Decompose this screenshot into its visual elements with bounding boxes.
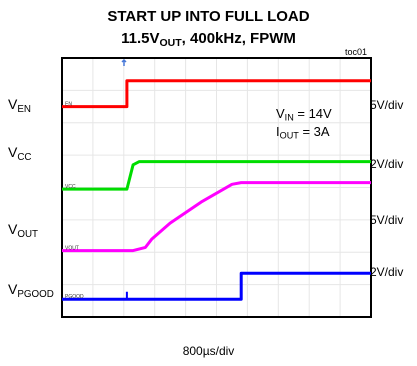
chart-title-line1: START UP INTO FULL LOAD [107,8,310,25]
scale-vout: 5V/div [370,213,404,227]
time-axis-label: 800µs/div [182,344,235,358]
iout-main: I [276,124,280,139]
title-rest: , 400kHz, FPWM [181,30,296,47]
ven-main: V [8,96,18,112]
vpgood-sub: PGOOD [17,288,54,300]
title-vout-value: 11.5V [121,30,160,47]
trace-marker-ven: EN [65,102,72,108]
trace-vout [62,181,371,253]
scale-ven: 5V/div [370,98,404,112]
trigger-icon [121,58,127,66]
trace-marker-vcc: VCC [65,184,76,190]
scope-grid [62,58,371,317]
chart-title-line2: 11.5VOUT, 400kHz, FPWM [0,30,417,49]
vcc-sub: CC [17,151,32,163]
title-vout-sub: OUT [159,37,182,50]
channel-label-ven: VEN [8,96,31,115]
vin-main: V [276,106,285,121]
channel-label-vout: VOUT [8,221,38,240]
trace-ven [62,79,371,109]
vpgood-main: V [8,281,18,297]
vin-rest: = 14V [293,106,332,121]
vout-sub: OUT [17,228,39,240]
channel-label-vcc: VCC [8,144,32,163]
figure-reference: toc01 [345,47,368,57]
trace-marker-vpgood: PGOOD [65,294,84,300]
trace-vpgood [62,271,371,301]
trace-vcc [62,160,371,191]
vout-main: V [8,221,18,237]
trace-marker-vout: VOUT [65,246,79,252]
trigger-marker [121,58,127,66]
condition-iout: IOUT = 3A [276,124,330,141]
ven-sub: EN [17,103,31,115]
condition-vin: VIN = 14V [276,106,332,123]
scale-vpgood: 2V/div [370,265,404,279]
vin-sub: IN [284,112,294,123]
vcc-main: V [8,144,18,160]
scale-vcc: 2V/div [370,157,404,171]
scope-traces [62,79,371,301]
iout-sub: OUT [279,130,299,141]
scope-frame [61,57,372,318]
iout-rest: = 3A [298,124,330,139]
scope-markers: EN VCC VOUT PGOOD [65,102,84,301]
channel-label-vpgood: VPGOOD [8,281,54,300]
